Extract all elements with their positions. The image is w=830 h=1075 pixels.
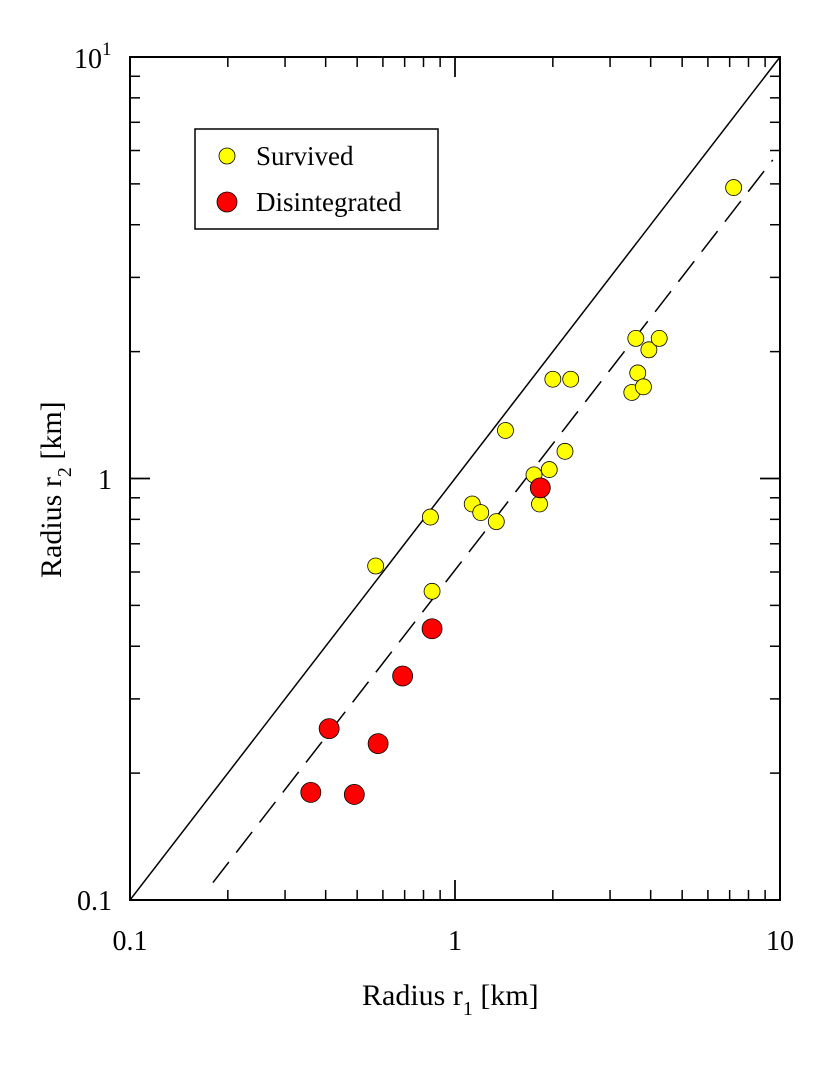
point-disintegrated xyxy=(392,665,414,687)
legend-box xyxy=(194,128,439,230)
x-tick-label-1: 1 xyxy=(448,926,462,957)
point-disintegrated xyxy=(343,784,365,805)
point-survived xyxy=(421,508,439,526)
point-survived xyxy=(487,513,505,531)
equality-line xyxy=(129,56,781,901)
y-axis-label-subscript: 2 xyxy=(54,467,76,477)
x-axis-label-subscript: 1 xyxy=(463,998,473,1020)
y-tick-label-10: 101 xyxy=(74,39,112,75)
data-points xyxy=(300,179,743,805)
point-survived xyxy=(531,495,548,513)
point-disintegrated xyxy=(529,477,551,499)
legend-label-disintegrated: Disintegrated xyxy=(256,187,402,217)
point-survived xyxy=(635,378,652,396)
x-tick-label-10: 10 xyxy=(766,926,794,957)
y-axis-label-unit: [km] xyxy=(35,401,68,467)
point-survived xyxy=(556,442,574,460)
y-axis-label: Radius r2 [km] xyxy=(35,401,76,578)
y-tick-label-10-exponent: 1 xyxy=(102,39,112,60)
point-disintegrated xyxy=(367,733,389,754)
point-survived xyxy=(640,341,658,359)
point-survived xyxy=(497,422,514,439)
x-axis-label: Radius r1 [km] xyxy=(362,979,539,1020)
point-survived xyxy=(540,461,558,478)
legend-marker-survived xyxy=(218,147,236,165)
legend: Survived Disintegrated xyxy=(194,128,439,230)
ticks xyxy=(129,56,781,901)
legend-label-survived: Survived xyxy=(256,141,354,171)
point-survived xyxy=(627,329,645,347)
x-axis-label-unit: [km] xyxy=(473,979,539,1012)
point-disintegrated xyxy=(421,618,443,640)
point-survived xyxy=(544,370,562,388)
point-survived xyxy=(562,370,580,388)
point-survived xyxy=(725,179,743,196)
x-axis-label-main: Radius r xyxy=(362,979,463,1012)
point-survived xyxy=(423,582,441,600)
legend-marker-disintegrated xyxy=(216,191,238,213)
point-disintegrated xyxy=(300,782,322,803)
point-disintegrated xyxy=(318,718,340,740)
point-survived xyxy=(472,504,490,522)
point-survived xyxy=(367,557,385,575)
x-tick-label-0.1: 0.1 xyxy=(113,926,148,957)
y-tick-label-1: 1 xyxy=(98,465,112,496)
y-tick-label-0.1: 0.1 xyxy=(77,886,112,917)
y-axis-label-main: Radius r xyxy=(35,477,68,578)
point-survived xyxy=(650,329,668,347)
y-tick-label-10-base: 10 xyxy=(74,44,102,75)
